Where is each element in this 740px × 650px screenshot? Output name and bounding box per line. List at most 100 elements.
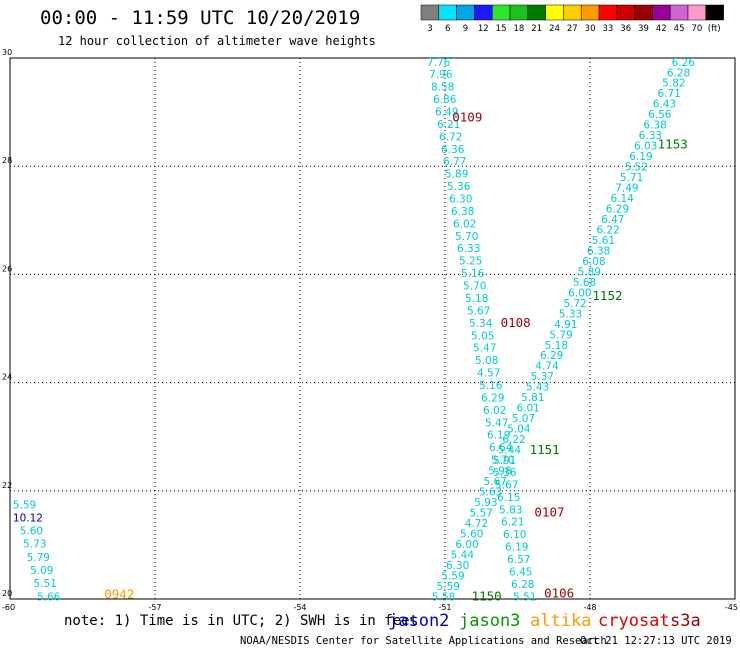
pass-time-label: 0942 — [104, 587, 134, 602]
swh-value-label: 5.52 — [625, 162, 648, 174]
swh-value-label: 5.79 — [549, 329, 572, 341]
swh-value-label: 4.74 — [535, 361, 559, 373]
swh-value-label: 6.28 — [667, 67, 690, 79]
color-scale-swatch — [616, 4, 635, 21]
pass-time-label: 1153 — [658, 137, 688, 152]
color-scale-swatch — [705, 4, 724, 21]
swh-value-label: 6.64 — [489, 442, 513, 454]
swh-value-label: 6.19 — [505, 542, 528, 554]
color-scale-label: 12 — [478, 24, 489, 34]
color-scale-swatch — [509, 4, 529, 21]
color-scale-label: 24 — [549, 24, 560, 34]
swh-value-label: 5.07 — [512, 413, 535, 425]
swh-value-label: 5.59 — [13, 499, 36, 511]
y-tick-label: 22 — [2, 481, 12, 490]
swh-value-label: 5.51 — [513, 591, 536, 603]
y-tick-label: 30 — [2, 48, 12, 57]
swh-value-label: 6.29 — [606, 204, 629, 216]
swh-value-label: 5.59 — [441, 570, 464, 582]
swh-value-label: 4.57 — [477, 368, 500, 380]
swh-value-label: 5.89 — [445, 169, 468, 181]
swh-value-label: 6.36 — [441, 144, 465, 156]
pass-time-label: 1150 — [472, 588, 502, 603]
pass-time-label: 0106 — [544, 586, 574, 601]
y-tick-label: 24 — [2, 373, 12, 382]
pass-time-label: 0109 — [452, 110, 482, 125]
footer-timestamp: Oct 21 12:27:13 UTC 2019 — [580, 635, 732, 647]
swh-value-label: 5.67 — [484, 476, 507, 488]
swh-value-label: 5.61 — [592, 235, 615, 247]
swh-value-label: 6.22 — [502, 434, 525, 446]
chart-title: 00:00 - 11:59 UTC 10/20/2019 — [40, 7, 360, 29]
swh-value-label: 6.56 — [648, 109, 672, 121]
satellite-legend: jason2 jason3 altika cryosat s3a — [388, 611, 701, 631]
swh-value-label: 8.58 — [431, 82, 454, 94]
swh-value-label: 6.38 — [643, 120, 666, 132]
color-scale-label: 42 — [656, 24, 667, 34]
chart-subtitle: 12 hour collection of altimeter wave hei… — [58, 34, 376, 48]
swh-value-label: 6.15 — [497, 492, 520, 504]
color-scale-label: 70 — [691, 24, 702, 34]
swh-value-label: 5.89 — [578, 266, 601, 278]
pass-time-label: 1152 — [592, 288, 622, 303]
swh-value-label: 6.02 — [483, 405, 506, 417]
y-axis-ticks: 20 22 24 26 28 30 — [2, 48, 12, 598]
swh-value-label: 5.83 — [499, 504, 522, 516]
swh-value-label: 5.16 — [479, 380, 503, 392]
swh-value-label: 6.26 — [672, 57, 696, 69]
pass-time-label: 0107 — [534, 504, 564, 519]
x-tick-label: -60 — [2, 603, 15, 612]
swh-value-label: 5.68 — [573, 277, 596, 289]
color-scale-legend: 3 6 9 12 15 18 21 24 27 30 33 36 39 42 45 70 (ft) — [420, 4, 724, 34]
y-tick-label: 20 — [2, 589, 12, 598]
swh-value-label: 6.86 — [433, 94, 457, 106]
color-scale-label: 18 — [513, 24, 524, 34]
color-scale-swatch — [580, 4, 600, 21]
swh-value-label: 5.58 — [432, 591, 455, 603]
swh-value-label: 6.28 — [511, 579, 534, 591]
color-scale-swatch — [420, 4, 440, 21]
swh-value-label: 5.82 — [662, 78, 685, 90]
color-scale-label: 45 — [674, 24, 685, 34]
swh-value-label: 5.09 — [30, 565, 53, 577]
legend-entry-cryosat: cryosat — [598, 611, 670, 631]
swh-value-label: 6.30 — [449, 194, 472, 206]
swh-value-label: 5.70 — [491, 455, 514, 467]
pass-time-labels: 0109 0108 0107 0106 1153 1152 1151 1150 0942 — [104, 110, 688, 604]
swh-value-label: 6.22 — [596, 224, 619, 236]
color-scale-swatch — [491, 4, 511, 21]
swh-value-label: 5.43 — [526, 382, 549, 394]
x-tick-label: -45 — [725, 603, 738, 612]
swh-value-label: 6.03 — [634, 141, 657, 153]
swh-value-label: 5.57 — [469, 507, 492, 519]
swh-value-label: 6.00 — [455, 539, 478, 551]
track-group: 7.767.968.586.866.496.216.726.366.775.89… — [427, 57, 536, 604]
swh-value-label: 5.60 — [20, 526, 43, 538]
swh-value-label: 6.72 — [439, 131, 462, 143]
color-scale-swatch — [652, 4, 671, 21]
x-tick-label: -51 — [438, 603, 451, 612]
pass-time-label: 1151 — [530, 442, 560, 457]
swh-value-label: 5.81 — [521, 392, 544, 404]
color-scale-label: 36 — [620, 24, 631, 34]
satellite-tracks: 7.767.968.586.866.496.216.726.366.775.89… — [13, 57, 695, 604]
swh-value-label: 6.77 — [443, 156, 466, 168]
swh-value-label: 5.98 — [488, 466, 511, 478]
swh-value-label: 5.18 — [545, 340, 568, 352]
swh-value-label: 6.33 — [639, 130, 662, 142]
swh-value-label: 6.29 — [540, 350, 563, 362]
color-scale-swatch — [545, 4, 564, 21]
swh-value-label: 7.76 — [427, 57, 451, 69]
color-scale-label: 9 — [463, 24, 468, 34]
color-scale-swatch — [598, 4, 618, 21]
color-scale-label: 6 — [445, 24, 450, 34]
swh-value-label: 5.67 — [467, 305, 490, 317]
swh-value-label: 5.59 — [437, 581, 460, 593]
swh-value-label: 5.25 — [459, 256, 482, 268]
swh-value-label: 6.10 — [503, 529, 526, 541]
legend-entry-altika: altika — [530, 611, 591, 631]
swh-value-label: 5.36 — [493, 467, 517, 479]
swh-value-label: 6.14 — [610, 193, 634, 205]
legend-entry-jason2: jason2 — [388, 611, 449, 631]
